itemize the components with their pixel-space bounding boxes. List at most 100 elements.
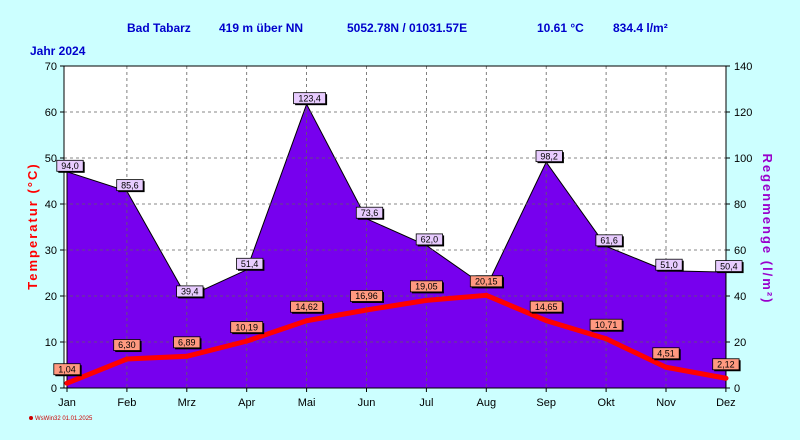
y-tick-label-left: 0 bbox=[51, 383, 57, 395]
temperature-data-label: 14,65 bbox=[529, 300, 564, 314]
header-altitude: 419 m über NN bbox=[219, 21, 303, 35]
rain-data-label: 98,2 bbox=[535, 150, 564, 164]
data-label-text: 14,62 bbox=[295, 302, 318, 312]
temperature-data-label: 10,19 bbox=[230, 321, 265, 335]
temperature-point bbox=[483, 292, 489, 298]
data-label-box bbox=[236, 257, 264, 270]
rain-data-label: 50,4 bbox=[715, 260, 744, 274]
data-label-text: 73,6 bbox=[361, 208, 379, 218]
temperature-data-label: 14,62 bbox=[290, 300, 325, 314]
temperature-point bbox=[304, 318, 310, 324]
y-tick-label-left: 30 bbox=[45, 245, 57, 257]
footer-logo: WsWin32 01.01.2025 bbox=[29, 416, 93, 422]
x-tick-label: Mai bbox=[298, 397, 316, 409]
data-label-box bbox=[715, 260, 743, 272]
data-label-box bbox=[469, 275, 503, 288]
data-label-box bbox=[53, 363, 81, 376]
header-coords: 5052.78N / 01031.57E bbox=[347, 21, 467, 35]
data-label-box bbox=[712, 358, 740, 371]
data-label-text: 39,4 bbox=[181, 287, 199, 297]
temperature-point bbox=[244, 338, 250, 344]
x-tick-label: Sep bbox=[536, 397, 556, 409]
x-tick-label: Nov bbox=[656, 397, 676, 409]
x-tick-label: Jan bbox=[58, 397, 76, 409]
x-tick-label: Feb bbox=[117, 397, 136, 409]
temperature-line bbox=[64, 292, 729, 386]
data-label-box bbox=[535, 150, 563, 163]
temperature-data-label: 16,96 bbox=[350, 290, 384, 303]
x-tick-label: Dez bbox=[716, 397, 736, 409]
y-tick-label-right: 80 bbox=[734, 199, 746, 211]
rain-data-label: 123,4 bbox=[293, 92, 328, 106]
data-label-text: 6,89 bbox=[178, 338, 196, 348]
temperature-point bbox=[663, 364, 669, 370]
data-label-text: 2,12 bbox=[717, 359, 735, 369]
data-label-text: 10,19 bbox=[235, 322, 258, 332]
y-tick-label-right: 20 bbox=[734, 337, 746, 349]
temperature-data-label: 4,51 bbox=[652, 347, 681, 361]
temperature-data-label: 20,15 bbox=[469, 275, 504, 289]
data-label-text: 94,0 bbox=[61, 161, 79, 171]
data-label-text: 98,2 bbox=[540, 151, 558, 161]
temperature-point bbox=[723, 375, 729, 381]
y-tick-label-right: 60 bbox=[734, 245, 746, 257]
data-label-text: 16,96 bbox=[355, 291, 378, 301]
temperature-series bbox=[64, 292, 729, 386]
data-label-box bbox=[350, 290, 383, 302]
y-axis-label-left: Temperatur (°C) bbox=[25, 162, 40, 289]
data-label-text: 123,4 bbox=[298, 93, 321, 103]
y-tick-label-right: 40 bbox=[734, 291, 746, 303]
y-tick-label-left: 20 bbox=[45, 291, 57, 303]
data-label-box bbox=[415, 233, 444, 246]
rain-data-label: 73,6 bbox=[355, 206, 385, 220]
data-label-box bbox=[173, 336, 201, 349]
x-tick-label: Jul bbox=[419, 397, 433, 409]
header-avg-temp: 10.61 °C bbox=[537, 21, 584, 35]
data-label-box bbox=[116, 179, 144, 192]
rain-data-label: 62,0 bbox=[415, 233, 445, 247]
data-label-text: 10,71 bbox=[595, 320, 618, 330]
data-label-text: 14,65 bbox=[535, 302, 558, 312]
axes: 0 10 20 30 40 50 60 70 0 20 40 60 80 100 120 140 Jan Feb M… bbox=[45, 61, 753, 409]
data-label-text: 6,30 bbox=[118, 340, 136, 350]
data-label-box bbox=[355, 206, 384, 219]
x-tick-label: Apr bbox=[238, 397, 255, 409]
x-tick-label: Jun bbox=[358, 397, 376, 409]
year-label: Jahr 2024 bbox=[30, 44, 86, 58]
y-tick-label-left: 50 bbox=[45, 153, 57, 165]
temperature-point bbox=[64, 380, 70, 386]
temperature-point bbox=[364, 307, 369, 313]
data-label-box bbox=[589, 318, 623, 331]
temperature-point bbox=[603, 336, 609, 342]
y-tick-label-right: 120 bbox=[734, 107, 752, 119]
data-label-text: 20,15 bbox=[475, 277, 498, 287]
rain-data-label: 51,0 bbox=[655, 258, 684, 272]
header-total-rain: 834.4 l/m² bbox=[613, 21, 668, 35]
y-tick-label-left: 10 bbox=[45, 337, 57, 349]
y-tick-label-right: 0 bbox=[734, 383, 740, 395]
temperature-data-label: 6,89 bbox=[173, 336, 202, 350]
data-label-text: 19,05 bbox=[415, 282, 438, 292]
data-label-text: 4,51 bbox=[657, 348, 675, 358]
data-label-text: 1,04 bbox=[58, 364, 76, 374]
data-label-text: 85,6 bbox=[121, 180, 139, 190]
data-label-text: 61,6 bbox=[600, 236, 618, 246]
data-label-text: 62,0 bbox=[421, 235, 439, 245]
data-label-box bbox=[293, 92, 327, 105]
temperature-data-label: 19,05 bbox=[409, 280, 444, 294]
y-tick-label-right: 140 bbox=[734, 61, 752, 73]
data-label-box bbox=[529, 300, 563, 313]
temperature-point bbox=[543, 318, 549, 324]
data-label-box bbox=[655, 258, 683, 271]
temperature-data-label: 1,04 bbox=[53, 363, 82, 377]
data-label-box bbox=[409, 280, 443, 293]
rain-data-label: 85,6 bbox=[116, 179, 145, 193]
data-label-text: 51,0 bbox=[660, 260, 678, 270]
data-label-box bbox=[176, 285, 204, 298]
data-label-box bbox=[290, 300, 324, 313]
temperature-data-label: 6,30 bbox=[113, 339, 142, 353]
temperature-data-label: 2,12 bbox=[712, 358, 741, 372]
temperature-point bbox=[124, 356, 130, 362]
y-tick-label-right: 100 bbox=[734, 153, 752, 165]
